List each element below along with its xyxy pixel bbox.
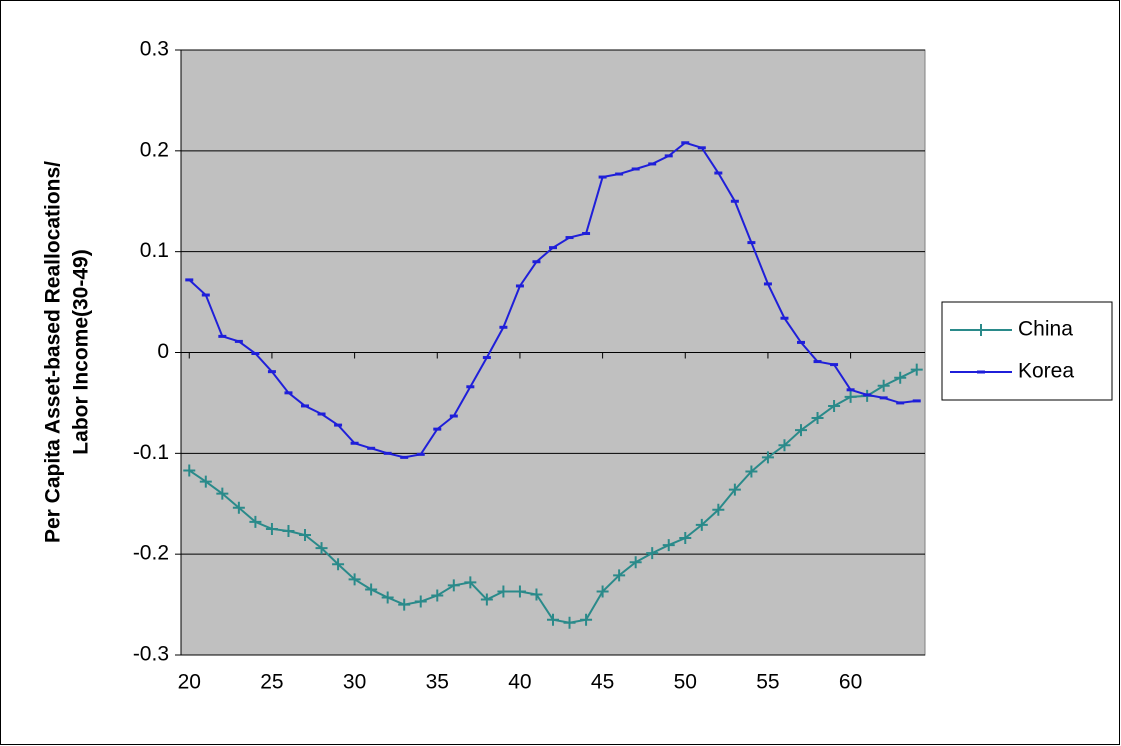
data-point — [299, 529, 311, 542]
data-point — [712, 503, 725, 516]
data-point — [447, 579, 460, 592]
data-point — [679, 532, 692, 545]
data-point — [414, 595, 427, 608]
data-point — [332, 558, 345, 571]
data-point — [232, 501, 245, 514]
x-tick-label: 30 — [343, 671, 366, 694]
data-point — [513, 585, 526, 598]
data-point — [646, 547, 659, 560]
y-axis-title: Per Capita Asset-based Reallocations/ — [42, 161, 65, 543]
legend-box — [941, 301, 1113, 401]
data-point — [216, 487, 229, 500]
data-point — [596, 585, 609, 598]
data-point — [795, 424, 807, 437]
x-tick-label: 40 — [508, 671, 531, 694]
data-point — [828, 399, 841, 412]
data-point — [183, 464, 196, 477]
x-tick-label: 35 — [426, 671, 449, 694]
x-tick-label: 60 — [839, 671, 862, 694]
data-point — [365, 583, 378, 596]
data-point — [282, 524, 295, 537]
data-point — [877, 379, 890, 392]
data-point — [480, 593, 493, 606]
data-point — [728, 483, 741, 496]
x-tick-label: 20 — [178, 671, 201, 694]
data-point — [894, 371, 907, 384]
y-axis-title: Labor Income(30-49) — [70, 249, 93, 454]
y-tick-label: 0 — [157, 340, 169, 363]
data-point — [348, 573, 361, 586]
y-tick-label: -0.3 — [133, 643, 169, 666]
data-point — [811, 412, 824, 425]
x-tick-label: 45 — [591, 671, 614, 694]
y-tick-label: 0.3 — [140, 38, 169, 61]
legend-label: Korea — [1018, 360, 1074, 383]
data-point — [398, 598, 411, 611]
data-point — [910, 363, 923, 376]
data-point — [464, 576, 477, 589]
data-point — [199, 475, 212, 488]
data-point — [662, 539, 675, 552]
x-tick-label: 55 — [756, 671, 779, 694]
legend-label: China — [1018, 318, 1073, 341]
data-point — [761, 451, 774, 464]
data-point — [431, 589, 444, 602]
data-point — [563, 616, 576, 629]
data-point — [547, 613, 559, 626]
data-point — [249, 515, 262, 528]
data-point — [497, 585, 510, 598]
y-tick-label: 0.2 — [140, 138, 169, 161]
data-point — [381, 591, 394, 604]
data-point — [745, 465, 758, 478]
data-point — [530, 588, 543, 601]
data-point — [580, 613, 593, 626]
x-tick-label: 50 — [674, 671, 697, 694]
legend-marker — [975, 324, 987, 336]
data-point — [778, 439, 791, 452]
y-tick-label: -0.1 — [133, 441, 169, 464]
data-point — [265, 522, 278, 535]
data-point — [315, 542, 328, 555]
x-tick-label: 25 — [260, 671, 283, 694]
y-tick-label: -0.2 — [133, 542, 169, 565]
y-tick-label: 0.1 — [140, 239, 169, 262]
data-point — [695, 518, 708, 531]
data-point — [613, 569, 626, 582]
data-point — [629, 556, 642, 569]
data-point — [844, 390, 857, 403]
